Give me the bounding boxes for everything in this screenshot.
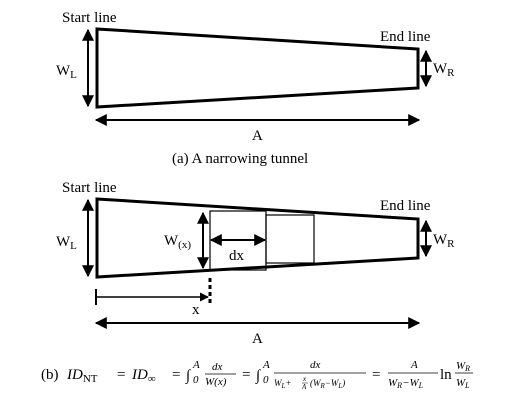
panel-b: Start line End line WL WR W(x) dx x A: [56, 180, 455, 347]
integral-1-lower: 0: [193, 374, 199, 386]
wx-label-b: W(x): [164, 233, 191, 251]
length-label-a: A: [252, 128, 263, 144]
x-label-b: x: [192, 302, 200, 318]
frac-3-num: A: [410, 359, 418, 371]
end-line-label-a: End line: [380, 29, 431, 45]
formula-eq-1: =: [117, 367, 125, 383]
frac-2-den-x: x: [302, 375, 307, 383]
formula-id-nt: IDNT: [66, 367, 98, 385]
wl-label-a: WL: [56, 63, 77, 81]
frac-4-num: WR: [456, 360, 470, 373]
dx-label-b: dx: [229, 248, 245, 264]
tunnel-b-shape: [95, 197, 420, 279]
frac-1-den: W(x): [205, 376, 227, 388]
integral-2-upper: A: [262, 359, 270, 371]
frac-2-den: WL+: [274, 378, 291, 390]
formula-eq-4: =: [372, 367, 380, 383]
integral-2-lower: 0: [263, 374, 269, 386]
formula-b: (b) IDNT = ID∞ = ∫ A 0 dx W(x) = ∫ A 0 d…: [41, 359, 473, 391]
integral-2-sign: ∫: [255, 368, 262, 384]
segment-rect-2: [265, 214, 315, 264]
formula-eq-2: =: [172, 367, 180, 383]
wr-label-b: WR: [433, 232, 455, 250]
formula-ln: ln: [440, 367, 452, 383]
tunnel-a-shape: [95, 27, 420, 109]
caption-a: (a) A narrowing tunnel: [172, 151, 308, 167]
length-label-b: A: [252, 331, 263, 347]
formula-prefix: (b): [41, 367, 59, 383]
frac-2-num: dx: [310, 359, 321, 371]
start-line-label-b: Start line: [62, 180, 117, 196]
integral-1-sign: ∫: [185, 368, 192, 384]
formula-id-inf: ID∞: [131, 367, 156, 385]
end-line-label-b: End line: [380, 198, 431, 214]
wr-label-a: WR: [433, 61, 455, 79]
frac-2-den-a: A: [301, 383, 307, 391]
formula-eq-3: =: [242, 367, 250, 383]
panel-a: Start line End line WL WR A (a) A narrow…: [56, 10, 455, 167]
integral-1-upper: A: [192, 359, 200, 371]
frac-3-den: WR−WL: [388, 377, 424, 390]
frac-4-den: WL: [456, 377, 470, 390]
wl-label-b: WL: [56, 234, 77, 252]
frac-1-num: dx: [212, 361, 223, 373]
start-line-label-a: Start line: [62, 10, 117, 26]
frac-2-den-rest: (WR−WL): [310, 378, 345, 390]
